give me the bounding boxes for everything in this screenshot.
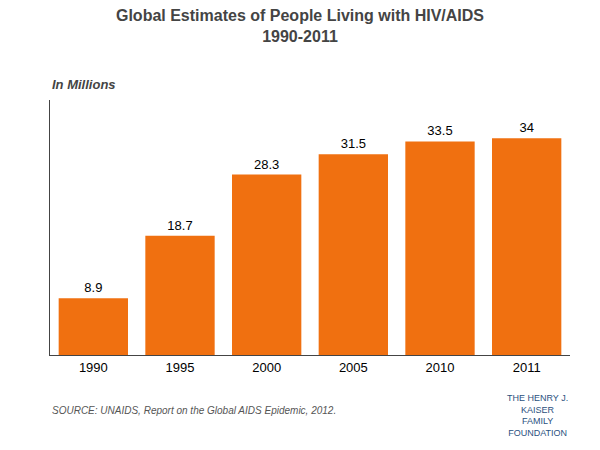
svg-text:2005: 2005 bbox=[339, 360, 368, 375]
svg-text:2010: 2010 bbox=[426, 360, 455, 375]
svg-text:Global Estimates of People Liv: Global Estimates of People Living with H… bbox=[116, 7, 484, 45]
svg-text:33.5: 33.5 bbox=[427, 123, 452, 138]
svg-text:In Millions: In Millions bbox=[52, 77, 116, 92]
svg-text:1995: 1995 bbox=[166, 360, 195, 375]
svg-text:34: 34 bbox=[519, 120, 533, 135]
svg-text:18.7: 18.7 bbox=[167, 218, 192, 233]
svg-text:2000: 2000 bbox=[252, 360, 281, 375]
svg-text:31.5: 31.5 bbox=[341, 136, 366, 151]
svg-text:1990: 1990 bbox=[79, 360, 108, 375]
svg-text:THE HENRY J.KAISERFAMILYFOUNDA: THE HENRY J.KAISERFAMILYFOUNDATION bbox=[507, 393, 568, 438]
svg-text:8.9: 8.9 bbox=[84, 280, 102, 295]
svg-text:2011: 2011 bbox=[513, 360, 541, 375]
svg-text:28.3: 28.3 bbox=[254, 157, 279, 172]
svg-text:SOURCE: UNAIDS, Report on the: SOURCE: UNAIDS, Report on the Global AID… bbox=[52, 405, 336, 416]
